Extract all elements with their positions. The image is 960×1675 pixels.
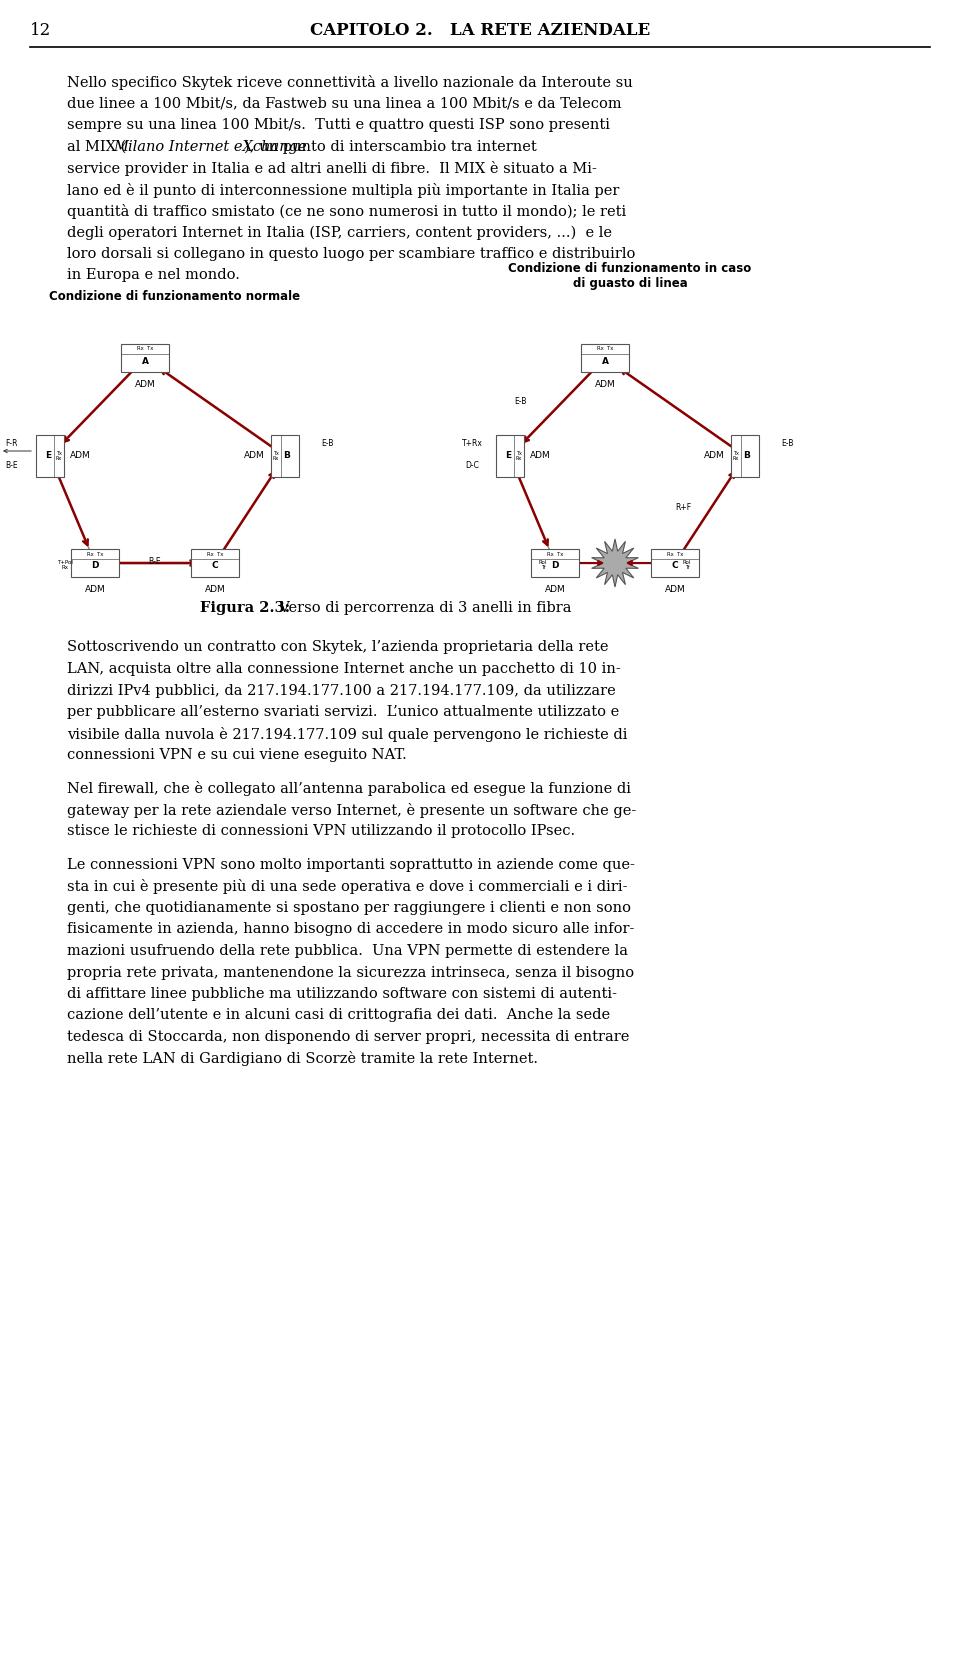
- Text: dirizzi IPv4 pubblici, da 217.194.177.100 a 217.194.177.109, da utilizzare: dirizzi IPv4 pubblici, da 217.194.177.10…: [67, 683, 615, 697]
- Bar: [36, 436, 64, 477]
- Text: A: A: [602, 357, 609, 365]
- Text: LAN, acquista oltre alla connessione Internet anche un pacchetto di 10 in-: LAN, acquista oltre alla connessione Int…: [67, 662, 621, 677]
- Text: 12: 12: [30, 22, 51, 39]
- Text: B-E: B-E: [149, 556, 161, 566]
- Text: D: D: [91, 561, 99, 571]
- Text: sta in cui è presente più di una sede operativa e dove i commerciali e i diri-: sta in cui è presente più di una sede op…: [67, 879, 628, 894]
- Text: CAPITOLO 2.   LA RETE AZIENDALE: CAPITOLO 2. LA RETE AZIENDALE: [310, 22, 650, 39]
- Text: gateway per la rete aziendale verso Internet, è presente un software che ge-: gateway per la rete aziendale verso Inte…: [67, 802, 636, 817]
- Text: di affittare linee pubbliche ma utilizzando software con sistemi di autenti-: di affittare linee pubbliche ma utilizza…: [67, 987, 617, 1002]
- Text: mazioni usufruendo della rete pubblica.  Una VPN permette di estendere la: mazioni usufruendo della rete pubblica. …: [67, 945, 628, 958]
- Text: ADM: ADM: [244, 452, 265, 461]
- Text: C: C: [672, 561, 679, 571]
- Bar: [121, 343, 169, 372]
- Text: Rx  Tx: Rx Tx: [597, 347, 613, 352]
- Text: Verso di percorrenza di 3 anelli in fibra: Verso di percorrenza di 3 anelli in fibr…: [270, 601, 571, 615]
- Text: ADM: ADM: [84, 585, 106, 595]
- Text: D: D: [551, 561, 559, 571]
- Text: B: B: [744, 452, 751, 461]
- Text: B-E: B-E: [6, 462, 18, 471]
- Text: al MIX (: al MIX (: [67, 139, 127, 154]
- Text: Tx
Rx: Tx Rx: [516, 451, 522, 461]
- Text: D-C: D-C: [465, 462, 479, 471]
- Text: service provider in Italia e ad altri anelli di fibre.  Il MIX è situato a Mi-: service provider in Italia e ad altri an…: [67, 161, 597, 176]
- Text: ADM: ADM: [134, 380, 156, 389]
- Text: Tx
Rx: Tx Rx: [56, 451, 62, 461]
- Text: genti, che quotidianamente si spostano per raggiungere i clienti e non sono: genti, che quotidianamente si spostano p…: [67, 901, 631, 915]
- Text: ADM: ADM: [70, 452, 91, 461]
- Text: E: E: [505, 452, 511, 461]
- Text: ADM: ADM: [204, 585, 226, 595]
- Bar: [581, 343, 629, 372]
- Text: lano ed è il punto di interconnessione multipla più importante in Italia per: lano ed è il punto di interconnessione m…: [67, 183, 619, 198]
- Text: ADM: ADM: [530, 452, 551, 461]
- Text: Condizione di funzionamento in caso
di guasto di linea: Condizione di funzionamento in caso di g…: [509, 261, 752, 290]
- Text: stisce le richieste di connessioni VPN utilizzando il protocollo IPsec.: stisce le richieste di connessioni VPN u…: [67, 824, 575, 839]
- Text: T+Pol
Rx: T+Pol Rx: [57, 559, 73, 571]
- Text: Rol
Tr: Rol Tr: [539, 559, 547, 571]
- Text: R+F: R+F: [675, 504, 691, 513]
- Text: tedesca di Stoccarda, non disponendo di server propri, necessita di entrare: tedesca di Stoccarda, non disponendo di …: [67, 1030, 630, 1044]
- Bar: [71, 549, 119, 576]
- Text: Tx
Rx: Tx Rx: [732, 451, 739, 461]
- Text: Rx  Tx: Rx Tx: [137, 347, 154, 352]
- Text: Nel firewall, che è collegato all’antenna parabolica ed esegue la funzione di: Nel firewall, che è collegato all’antenn…: [67, 782, 631, 797]
- Text: Figura 2.3:: Figura 2.3:: [200, 601, 290, 615]
- Bar: [271, 436, 299, 477]
- Text: C: C: [212, 561, 218, 571]
- Text: Nello specifico Skytek riceve connettività a livello nazionale da Interoute su: Nello specifico Skytek riceve connettivi…: [67, 75, 633, 90]
- Text: A: A: [141, 357, 149, 365]
- Text: per pubblicare all’esterno svariati servizi.  L’unico attualmente utilizzato e: per pubblicare all’esterno svariati serv…: [67, 705, 619, 719]
- Text: nella rete LAN di Gardigiano di Scorzè tramite la rete Internet.: nella rete LAN di Gardigiano di Scorzè t…: [67, 1052, 538, 1067]
- Text: Rx  Tx: Rx Tx: [547, 551, 564, 556]
- Text: E-B: E-B: [321, 439, 333, 449]
- Text: degli operatori Internet in Italia (ISP, carriers, content providers, ...)  e le: degli operatori Internet in Italia (ISP,…: [67, 226, 612, 240]
- Text: sempre su una linea 100 Mbit/s.  Tutti e quattro questi ISP sono presenti: sempre su una linea 100 Mbit/s. Tutti e …: [67, 117, 610, 132]
- Text: T+Rx: T+Rx: [462, 439, 483, 449]
- Text: connessioni VPN e su cui viene eseguito NAT.: connessioni VPN e su cui viene eseguito …: [67, 749, 407, 762]
- Text: visibile dalla nuvola è 217.194.177.109 sul quale pervengono le richieste di: visibile dalla nuvola è 217.194.177.109 …: [67, 727, 628, 742]
- Text: loro dorsali si collegano in questo luogo per scambiare traffico e distribuirlo: loro dorsali si collegano in questo luog…: [67, 246, 636, 261]
- Text: Sottoscrivendo un contratto con Skytek, l’azienda proprietaria della rete: Sottoscrivendo un contratto con Skytek, …: [67, 640, 609, 655]
- Text: ADM: ADM: [664, 585, 685, 595]
- Text: cazione dell’utente e in alcuni casi di crittografia dei dati.  Anche la sede: cazione dell’utente e in alcuni casi di …: [67, 1008, 611, 1022]
- Text: ADM: ADM: [544, 585, 565, 595]
- Bar: [731, 436, 759, 477]
- Text: propria rete privata, mantenendone la sicurezza intrinseca, senza il bisogno: propria rete privata, mantenendone la si…: [67, 965, 635, 980]
- Text: E: E: [45, 452, 51, 461]
- Text: B: B: [283, 452, 291, 461]
- Text: fisicamente in azienda, hanno bisogno di accedere in modo sicuro alle infor-: fisicamente in azienda, hanno bisogno di…: [67, 923, 635, 936]
- Text: quantità di traffico smistato (ce ne sono numerosi in tutto il mondo); le reti: quantità di traffico smistato (ce ne son…: [67, 204, 626, 219]
- Polygon shape: [591, 539, 638, 586]
- Text: in Europa e nel mondo.: in Europa e nel mondo.: [67, 268, 240, 283]
- Text: ADM: ADM: [594, 380, 615, 389]
- Text: E-B: E-B: [514, 397, 526, 405]
- Text: Milano Internet eXchange: Milano Internet eXchange: [112, 139, 306, 154]
- Text: ADM: ADM: [705, 452, 725, 461]
- Text: Le connessioni VPN sono molto importanti soprattutto in aziende come que-: Le connessioni VPN sono molto importanti…: [67, 858, 635, 873]
- Text: Rx  Tx: Rx Tx: [206, 551, 223, 556]
- Text: ), un punto di interscambio tra internet: ), un punto di interscambio tra internet: [244, 139, 537, 154]
- Text: E-B: E-B: [781, 439, 793, 449]
- Bar: [191, 549, 239, 576]
- Bar: [531, 549, 579, 576]
- Text: Rol
Tr: Rol Tr: [683, 559, 691, 571]
- Text: Tx
Rx: Tx Rx: [273, 451, 279, 461]
- Text: F-R: F-R: [6, 439, 18, 449]
- Text: due linee a 100 Mbit/s, da Fastweb su una linea a 100 Mbit/s e da Telecom: due linee a 100 Mbit/s, da Fastweb su un…: [67, 97, 622, 111]
- Text: Condizione di funzionamento normale: Condizione di funzionamento normale: [49, 290, 300, 303]
- Text: Rx  Tx: Rx Tx: [667, 551, 684, 556]
- Bar: [651, 549, 699, 576]
- Text: Rx  Tx: Rx Tx: [86, 551, 103, 556]
- Bar: [496, 436, 524, 477]
